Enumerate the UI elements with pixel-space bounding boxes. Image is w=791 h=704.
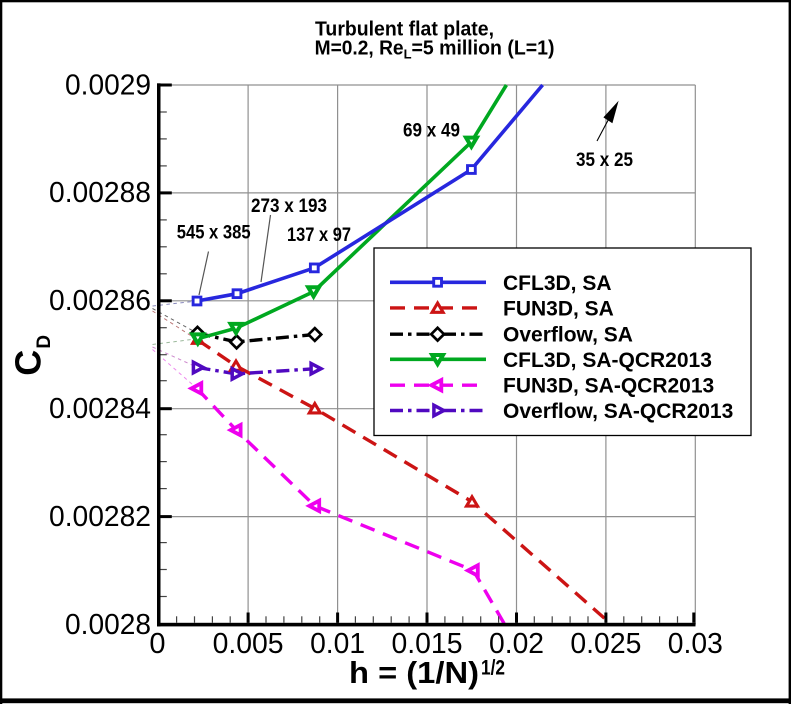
svg-text:C: C [8, 350, 49, 376]
svg-text:0.00284: 0.00284 [49, 393, 151, 425]
svg-text:0.015: 0.015 [392, 628, 463, 660]
svg-text:0.00286: 0.00286 [49, 285, 151, 317]
svg-text:0.00288: 0.00288 [49, 177, 151, 209]
svg-text:35 x 25: 35 x 25 [576, 150, 633, 171]
svg-text:0.025: 0.025 [570, 628, 641, 660]
svg-text:0.02: 0.02 [489, 628, 544, 660]
svg-text:Overflow, SA: Overflow, SA [503, 324, 633, 347]
svg-text:D: D [34, 335, 55, 349]
svg-text:0.005: 0.005 [213, 628, 284, 660]
svg-text:Turbulent flat plate,: Turbulent flat plate, [315, 19, 494, 41]
svg-text:M=0.2, Re: M=0.2, Re [315, 38, 404, 60]
svg-text:0.03: 0.03 [668, 628, 723, 660]
svg-text:273 x 193: 273 x 193 [251, 196, 327, 217]
svg-text:0: 0 [149, 628, 165, 660]
svg-text:0.00282: 0.00282 [49, 501, 151, 533]
svg-text:545 x 385: 545 x 385 [177, 223, 251, 244]
svg-text:69 x 49: 69 x 49 [403, 121, 460, 142]
svg-text:Overflow, SA-QCR2013: Overflow, SA-QCR2013 [503, 400, 733, 423]
svg-text:CFL3D, SA: CFL3D, SA [503, 272, 612, 295]
svg-text:CFL3D, SA-QCR2013: CFL3D, SA-QCR2013 [503, 349, 712, 372]
svg-text:0.0029: 0.0029 [65, 69, 151, 101]
svg-text:=5 million (L=1): =5 million (L=1) [412, 38, 555, 60]
svg-text:FUN3D, SA-QCR2013: FUN3D, SA-QCR2013 [503, 375, 714, 398]
svg-text:FUN3D, SA: FUN3D, SA [503, 297, 614, 320]
svg-text:1/2: 1/2 [481, 657, 505, 680]
svg-text:h = (1/N): h = (1/N) [349, 655, 479, 690]
svg-text:0.01: 0.01 [310, 628, 365, 660]
svg-text:L: L [404, 47, 412, 62]
svg-text:0.0028: 0.0028 [65, 609, 151, 641]
svg-text:137 x 97: 137 x 97 [287, 225, 351, 246]
